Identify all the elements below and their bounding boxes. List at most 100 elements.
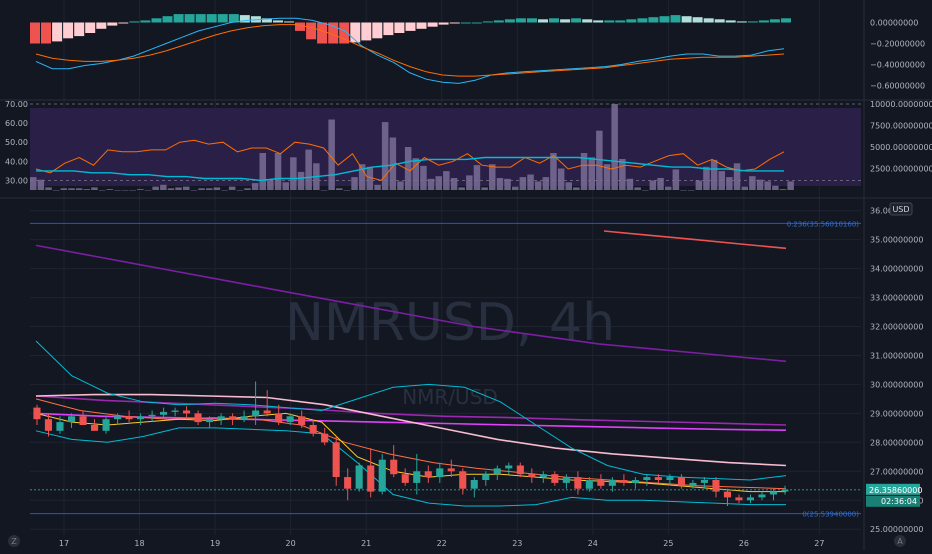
volume-bar — [190, 190, 198, 191]
volume-bar — [160, 184, 167, 190]
volume-bar — [527, 174, 534, 190]
rsi-axis-label: 30.00 — [5, 176, 28, 185]
macd-line — [35, 17, 785, 84]
candle-body — [528, 474, 536, 478]
volume-axis-label: 2500.00000000 — [870, 165, 932, 174]
volume-bar — [580, 153, 588, 190]
macd-histogram-bar — [96, 22, 107, 29]
currency-label: USD — [892, 205, 909, 214]
candle-body — [654, 477, 662, 480]
macd-histogram-bar — [85, 22, 96, 33]
signal-line — [35, 24, 785, 77]
candle-body — [597, 480, 605, 486]
rsi-volume-panel[interactable] — [30, 103, 861, 191]
volume-bar — [726, 177, 733, 190]
time-axis-label: 26 — [739, 539, 749, 548]
candle-body — [677, 477, 685, 486]
macd-histogram-bar — [372, 22, 383, 39]
macd-histogram-bar — [681, 16, 692, 23]
macd-histogram-bar — [361, 22, 372, 41]
volume-bar — [98, 190, 106, 191]
volume-bar — [473, 165, 481, 190]
candle-body — [482, 474, 490, 480]
candle-body — [194, 413, 202, 423]
candle-body — [689, 482, 697, 486]
candle-body — [263, 410, 271, 414]
currency-badge[interactable] — [889, 202, 913, 216]
price-axis-label: 36.00 — [870, 207, 893, 216]
volume-axis-label: 5000.00000000 — [870, 143, 932, 152]
price-axis-label: 32.00000000 — [870, 323, 923, 332]
macd-histogram-bar — [140, 20, 151, 23]
volume-bar — [45, 187, 52, 190]
volume-bar — [550, 153, 557, 190]
macd-histogram-bar — [328, 22, 339, 44]
rsi-line — [35, 139, 785, 181]
candle-body — [206, 419, 214, 423]
macd-histogram-bar — [493, 20, 504, 23]
price-axis-label: 28.00000000 — [870, 438, 923, 447]
candle-body — [68, 416, 76, 423]
volume-bar — [167, 188, 175, 190]
macd-panel[interactable] — [30, 14, 791, 84]
volume-bar — [305, 149, 312, 190]
candle-body — [620, 480, 628, 483]
candle-body — [712, 480, 720, 492]
volume-bar — [129, 190, 136, 191]
volume-bar — [573, 187, 580, 190]
volume-bar — [703, 166, 710, 190]
macd-histogram-bar — [714, 19, 725, 23]
volume-bar — [381, 122, 389, 190]
volume-bar — [389, 137, 397, 190]
macd-histogram-bar — [350, 22, 361, 43]
macd-axis-label: −0.60000000 — [870, 82, 925, 91]
candle-body — [447, 468, 455, 472]
timezone-button[interactable] — [8, 535, 20, 547]
macd-histogram-bar — [41, 22, 51, 44]
macd-histogram-bar — [383, 22, 394, 36]
candle-body — [608, 480, 616, 486]
volume-bar — [221, 190, 228, 191]
volume-bar — [512, 186, 519, 190]
candle-body — [332, 442, 340, 477]
candle-body — [44, 419, 52, 431]
macd-histogram-bar — [151, 18, 162, 23]
candle-body — [666, 477, 674, 480]
volume-bar — [779, 189, 787, 190]
candle-body — [505, 465, 513, 469]
time-axis-label: 22 — [437, 539, 447, 548]
volume-bar — [282, 182, 289, 190]
auto-scale-button[interactable] — [894, 535, 906, 547]
volume-bar — [588, 157, 595, 190]
candle-body — [746, 497, 754, 501]
price-axis-label: 30.00000000 — [870, 380, 923, 389]
volume-bar — [718, 171, 725, 190]
macd-histogram-bar — [317, 22, 328, 44]
volume-bar — [665, 186, 672, 190]
macd-histogram-bar — [582, 19, 593, 23]
macd-histogram-bar — [471, 22, 482, 24]
candle-body — [700, 480, 708, 483]
macd-histogram-bar — [206, 14, 217, 23]
volume-bar — [297, 171, 305, 190]
volume-bar — [542, 177, 550, 190]
macd-histogram-bar — [571, 18, 582, 23]
volume-bar — [91, 187, 98, 190]
volume-bar — [366, 166, 374, 190]
macd-histogram-bar — [184, 14, 195, 23]
volume-bar — [320, 190, 328, 191]
price-panel[interactable]: 0.236(35.56010160) 0(25.53940000) — [30, 220, 861, 519]
macd-histogram-bar — [295, 22, 305, 31]
macd-histogram-bar — [173, 14, 184, 23]
volume-bar — [626, 178, 634, 190]
volume-bar — [427, 178, 435, 190]
macd-axis-label: −0.20000000 — [870, 40, 925, 49]
price-axis-label: 35.00000000 — [870, 236, 923, 245]
macd-histogram-bar — [626, 19, 637, 23]
macd-histogram-bar — [560, 19, 571, 23]
last-price-label: 26.35860000 — [869, 486, 922, 495]
volume-bar — [733, 163, 741, 190]
candle-body — [390, 459, 398, 475]
